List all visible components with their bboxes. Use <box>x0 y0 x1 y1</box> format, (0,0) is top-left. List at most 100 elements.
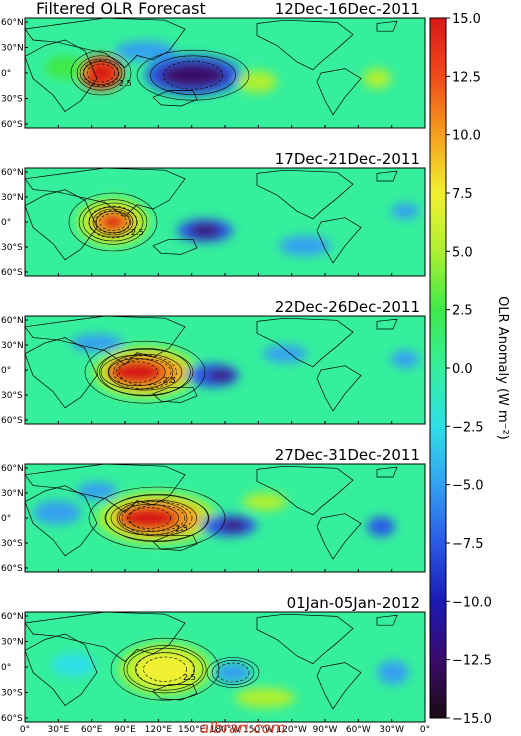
contour-line <box>143 656 187 682</box>
anomaly-region <box>189 223 221 238</box>
coastline <box>376 170 398 182</box>
lat-label: 30°S <box>1 95 23 105</box>
lon-label: 60°E <box>81 725 103 735</box>
contour-line <box>163 60 223 90</box>
coastline <box>152 90 198 107</box>
lat-label: 0° <box>1 218 11 228</box>
contour-line <box>82 202 144 242</box>
anomaly-region <box>207 369 235 382</box>
coastline <box>256 613 354 665</box>
coastline <box>152 534 198 551</box>
lat-label: 30°N <box>1 193 24 203</box>
lat-label: 60°S <box>1 268 23 278</box>
anomaly-region <box>101 214 125 230</box>
anomaly-region <box>45 55 85 80</box>
colorbar-tick-label: −10.0 <box>452 595 492 610</box>
anomaly-region <box>235 687 295 708</box>
contour-line <box>119 504 179 532</box>
colorbar-tick-label: −15.0 <box>452 712 492 727</box>
anomaly-region <box>109 360 165 385</box>
contour-line <box>150 55 236 95</box>
lon-label: 30°E <box>48 725 70 735</box>
contour-line <box>83 61 119 85</box>
coastline <box>316 365 362 412</box>
coastline <box>25 633 98 706</box>
anomaly-region <box>363 68 391 89</box>
colorbar-tick-label: 12.5 <box>452 70 481 85</box>
watermark: albrari.com <box>200 719 285 736</box>
contour-line <box>94 210 132 234</box>
contour-line <box>96 348 194 396</box>
lat-label: 60°N <box>1 464 24 474</box>
panel-date: 01Jan-05Jan-2012 <box>287 594 420 612</box>
lon-label: 90°W <box>313 725 338 735</box>
lon-label: 0° <box>20 725 30 735</box>
lon-label: 30°W <box>379 725 404 735</box>
contour-label: 2.5 <box>175 524 188 533</box>
anomaly-region <box>237 70 277 93</box>
contour-line <box>104 494 210 542</box>
contour-line <box>76 55 126 91</box>
anomaly-region <box>391 350 419 369</box>
contour-label: 2.5 <box>163 376 176 385</box>
coastline <box>316 217 362 264</box>
contour-line <box>136 49 250 101</box>
lat-label: 30°S <box>1 391 23 401</box>
colorbar-tick-label: 2.5 <box>452 304 473 319</box>
anomaly-region <box>135 653 195 686</box>
lon-label: 90°E <box>114 725 136 735</box>
contour-line <box>116 361 158 383</box>
panel-date: 12Dec-16Dec-2011 <box>275 0 420 18</box>
contour-line <box>88 486 226 550</box>
lat-label: 0° <box>1 514 11 524</box>
coastline <box>152 238 198 255</box>
contour-label: 2.5 <box>119 79 132 88</box>
lat-label: 60°N <box>1 316 24 326</box>
lat-label: 30°N <box>1 44 24 54</box>
contour-line <box>84 340 206 404</box>
colorbar-tick-label: 10.0 <box>452 129 481 144</box>
coastline <box>376 466 398 478</box>
anomaly-region <box>88 64 114 82</box>
panel-date: 22Dec-26Dec-2011 <box>275 298 420 316</box>
contour-line <box>206 657 260 688</box>
anomaly-region <box>367 516 395 537</box>
contour-line <box>216 662 250 683</box>
panel-date: 27Dec-31Dec-2011 <box>275 446 420 464</box>
contour-line <box>88 205 138 239</box>
contour-line <box>108 358 166 387</box>
colorbar-gradient <box>429 17 447 719</box>
lon-label: 180°W <box>210 725 241 735</box>
contour-line <box>68 192 158 252</box>
colorbar-tick-label: −2.5 <box>452 420 484 435</box>
lon-label: 120°W <box>276 725 307 735</box>
lat-label: 60°S <box>1 416 23 426</box>
lon-label: 120°E <box>145 725 173 735</box>
lat-label: 60°N <box>1 168 24 178</box>
lat-label: 60°S <box>1 120 23 130</box>
coastline <box>376 20 398 32</box>
map-panel: 2.5 27Dec-31Dec-2011 60°N 30°N 0° 30°S 60°S <box>1 446 426 574</box>
contour-line <box>70 50 132 96</box>
anomaly-region <box>51 652 95 677</box>
colorbar-tick-label: 5.0 <box>452 245 473 260</box>
colorbar-tick-label: 0.0 <box>452 362 473 377</box>
contour-line <box>99 348 191 397</box>
map-panel: 2.5 12Dec-16Dec-2011 60°N 30°N 0° 30°S 60°S <box>1 0 426 130</box>
map-panel: 2.5 17Dec-21Dec-2011 60°N 30°N 0° 30°S 60°S <box>1 150 426 278</box>
contour-line <box>110 500 188 536</box>
anomaly-region <box>391 203 419 220</box>
coastline <box>25 337 98 409</box>
figure-title: Filtered OLR Forecast <box>36 0 206 18</box>
lon-label: 60°W <box>346 725 371 735</box>
lat-label: 30°N <box>1 489 24 499</box>
colorbar: 15.0 12.5 10.0 7.5 5.0 2.5 0.0 −2.5 −5.0 −7.5 −10.… <box>429 12 510 727</box>
coastline <box>256 19 354 71</box>
colorbar-tick-label: −12.5 <box>452 654 492 669</box>
contour-label: 2.5 <box>183 673 196 682</box>
anomaly-region <box>33 500 81 525</box>
coastline <box>376 318 398 330</box>
contour-line <box>135 652 195 687</box>
contour-line <box>99 213 127 231</box>
anomaly-region <box>115 41 175 61</box>
